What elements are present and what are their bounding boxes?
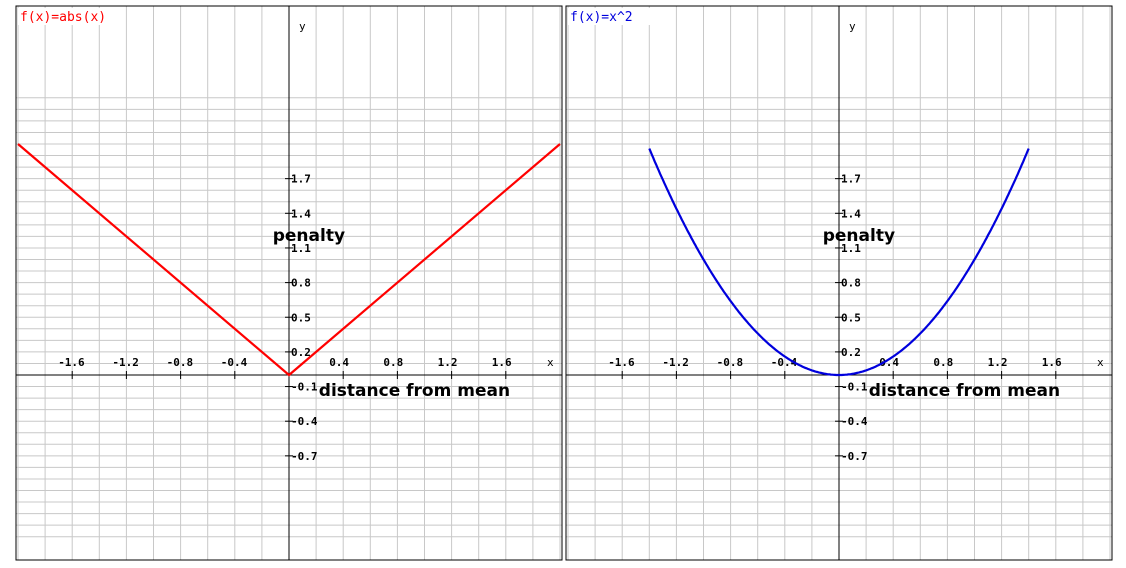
x-tick-label: 0.4 [329, 356, 349, 369]
x-tick-label: 0.4 [879, 356, 899, 369]
y-tick-label: 1.7 [841, 173, 861, 186]
x-tick-label: -1.2 [662, 356, 689, 369]
y-tick-label: 0.5 [841, 311, 861, 324]
chart-panel-square: -1.6 -1.2 -0.8 -0.4 0.4 0.8 1.2 1.6 1.7 1.4 1.1 0.8… [565, 5, 1113, 561]
function-label: f(x)=x^2 [570, 10, 633, 25]
x-tick-label: 0.8 [933, 356, 953, 369]
function-label: f(x)=abs(x) [20, 10, 106, 25]
y-tick-label: -0.4 [291, 415, 318, 428]
x-axis-label: x [1097, 356, 1104, 369]
y-tick-label: 0.2 [291, 346, 311, 359]
x-tick-label: -0.8 [167, 356, 194, 369]
y-tick-label: 1.4 [291, 207, 311, 220]
x-tick-label: -1.6 [608, 356, 635, 369]
y-tick-label: 1.1 [841, 242, 861, 255]
annotation-label: penalty [823, 226, 895, 246]
x-tick-label: -1.6 [58, 356, 85, 369]
y-tick-label: -0.7 [841, 450, 868, 463]
plot-border [565, 5, 1113, 561]
x-tick-label: -0.8 [717, 356, 744, 369]
series-line [648, 148, 1030, 377]
annotation-label: distance from mean [869, 381, 1060, 401]
y-tick-label: 1.4 [841, 207, 861, 220]
y-tick-label: -0.4 [841, 415, 868, 428]
y-tick-label: 1.1 [291, 242, 311, 255]
y-tick-label: -0.1 [291, 381, 318, 394]
x-tick-label: 1.6 [1042, 356, 1062, 369]
plot-border [15, 5, 563, 561]
function-label-bg [18, 8, 116, 25]
x-tick-label: -1.2 [112, 356, 138, 369]
x-tick-label: 0.8 [383, 356, 403, 369]
x-tick-label: -0.4 [221, 356, 248, 369]
y-tick-label: 0.8 [291, 277, 311, 290]
y-axis-label: y [849, 20, 856, 33]
y-axis-label: y [299, 20, 306, 33]
function-label-bg [568, 8, 666, 25]
y-tick-label: 0.5 [291, 311, 311, 324]
x-tick-label: 1.2 [438, 356, 458, 369]
x-tick-label: 1.2 [988, 356, 1008, 369]
annotation-label: penalty [273, 226, 345, 246]
y-tick-label: 0.8 [841, 277, 861, 290]
chart-panel-abs: -1.6 -1.2 -0.8 -0.4 0.4 0.8 1.2 1.6 1.7 1.4 1.1 0.8… [15, 5, 563, 561]
y-tick-label: -0.1 [841, 381, 868, 394]
series-line [17, 143, 561, 377]
annotation-label: distance from mean [319, 381, 510, 401]
x-axis-label: x [547, 356, 554, 369]
y-tick-label: 0.2 [841, 346, 861, 359]
y-tick-label: 1.7 [291, 173, 311, 186]
x-tick-label: 1.6 [492, 356, 512, 369]
y-tick-label: -0.7 [291, 450, 318, 463]
